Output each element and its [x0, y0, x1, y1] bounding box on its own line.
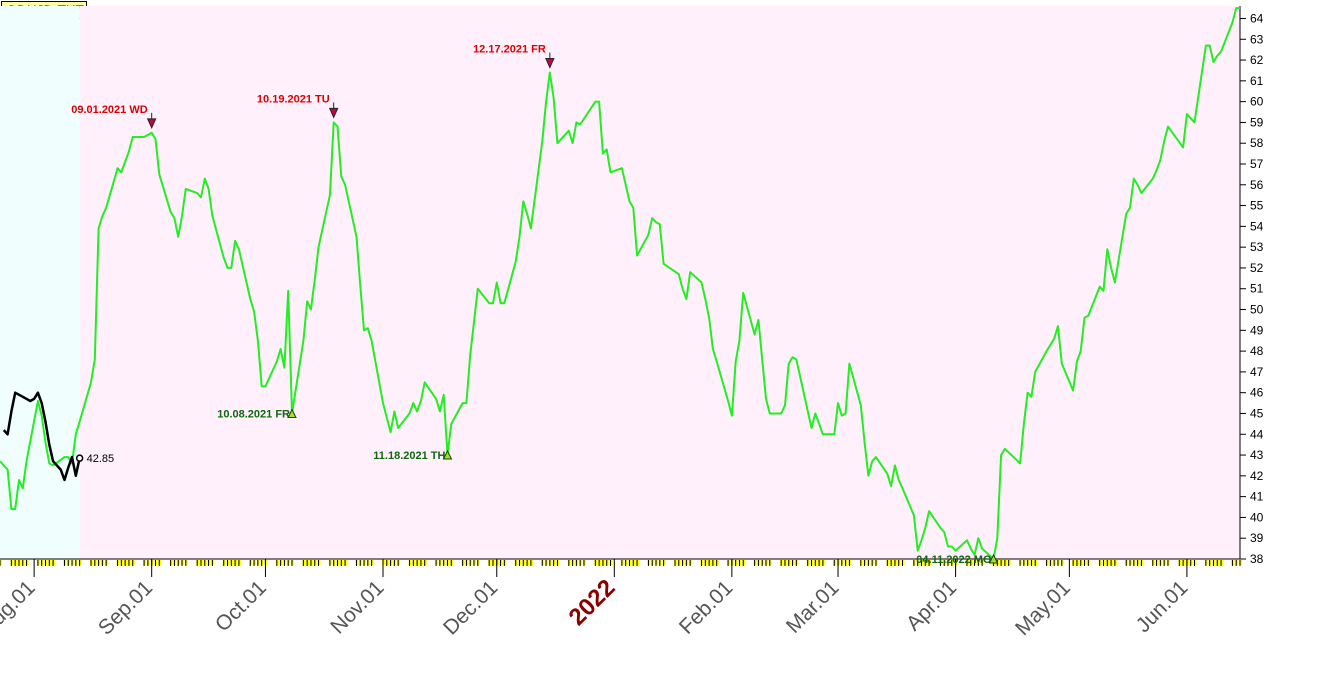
y-tick-label-58: 58 [1250, 136, 1264, 150]
y-tick-label-44: 44 [1250, 427, 1264, 441]
x-day-band [0, 560, 2, 565]
trough-marker [287, 408, 297, 418]
peak-label: 12.17.2021 FR [473, 44, 546, 56]
y-tick-label-51: 51 [1250, 282, 1264, 296]
shaded-region-1 [79, 6, 1240, 559]
x-tick-label: Jun.01 [1132, 576, 1193, 637]
x-tick-label: Feb.01 [675, 576, 738, 639]
y-tick-label-59: 59 [1250, 115, 1264, 129]
y-tick-label-43: 43 [1250, 448, 1264, 462]
trough-label: 10.08.2021 FR [217, 408, 290, 420]
peak-label: 10.19.2021 TU [257, 93, 330, 105]
y-tick-label-60: 60 [1250, 95, 1264, 109]
y-tick-label-57: 57 [1250, 157, 1264, 171]
x-tick-label: May.01 [1011, 576, 1075, 640]
last-value-marker [75, 454, 84, 462]
y-tick-label-55: 55 [1250, 199, 1264, 213]
y-tick-label-56: 56 [1250, 178, 1264, 192]
y-tick-label-47: 47 [1250, 365, 1264, 379]
y-tick-label-61: 61 [1250, 74, 1264, 88]
y-tick-label-42: 42 [1250, 469, 1264, 483]
y-tick-label-38: 38 [1250, 552, 1264, 566]
y-tick-label-52: 52 [1250, 261, 1264, 275]
series-line-1 [2, 391, 81, 482]
annotations-layer: 09.01.2021 WD 10.19.2021 TU 12.17.2021 FR 1… [71, 44, 999, 566]
y-tick-label-40: 40 [1250, 510, 1264, 524]
x-tick-label: Mar.01 [782, 576, 844, 638]
x-axis: Aug.01 Sep.01 Oct.01 Nov.01 Dec.01 2022 Feb.01… [0, 559, 1242, 640]
series-line-0 [0, 7, 1240, 560]
trough-marker [988, 553, 999, 564]
shaded-region-0 [0, 6, 80, 559]
y-tick-label-63: 63 [1250, 32, 1264, 46]
peak-label: 09.01.2021 WD [71, 104, 147, 116]
trough-marker [442, 449, 453, 460]
y-tick-label-54: 54 [1250, 219, 1264, 233]
y-tick-label-39: 39 [1250, 531, 1264, 545]
y-tick-label-50: 50 [1250, 303, 1264, 317]
x-tick-label: Sep.01 [94, 576, 157, 639]
x-tick-label: Aug.01 [0, 576, 40, 639]
x-tick-label: Apr.01 [902, 576, 961, 635]
trough-label: 04.11.2022 MO [916, 554, 992, 566]
y-tick-label-64: 64 [1250, 11, 1264, 25]
last-value-label: 42.85 [87, 453, 115, 465]
x-tick-label: Oct.01 [211, 576, 271, 636]
y-tick-label-49: 49 [1250, 323, 1264, 337]
y-tick-label-46: 46 [1250, 386, 1264, 400]
peak-marker [146, 118, 157, 130]
y-tick-label-45: 45 [1250, 406, 1264, 420]
y-tick-label-53: 53 [1250, 240, 1264, 254]
trough-label: 11.18.2021 TH [373, 450, 445, 462]
series-layer: 42.85 [0, 7, 1240, 560]
y-tick-label-48: 48 [1250, 344, 1264, 358]
x-tick-label: 2022 [564, 574, 621, 631]
y-tick-label-62: 62 [1250, 53, 1264, 67]
y-axis: 38 39 40 41 42 43 44 45 46 47 48 49 50 51 52 53 54 55 56 57… [0, 6, 1264, 566]
chart-background [0, 6, 1240, 559]
x-tick-label: Dec.01 [439, 576, 502, 639]
x-tick-label: Nov.01 [326, 576, 388, 638]
y-tick-label-41: 41 [1250, 490, 1264, 504]
